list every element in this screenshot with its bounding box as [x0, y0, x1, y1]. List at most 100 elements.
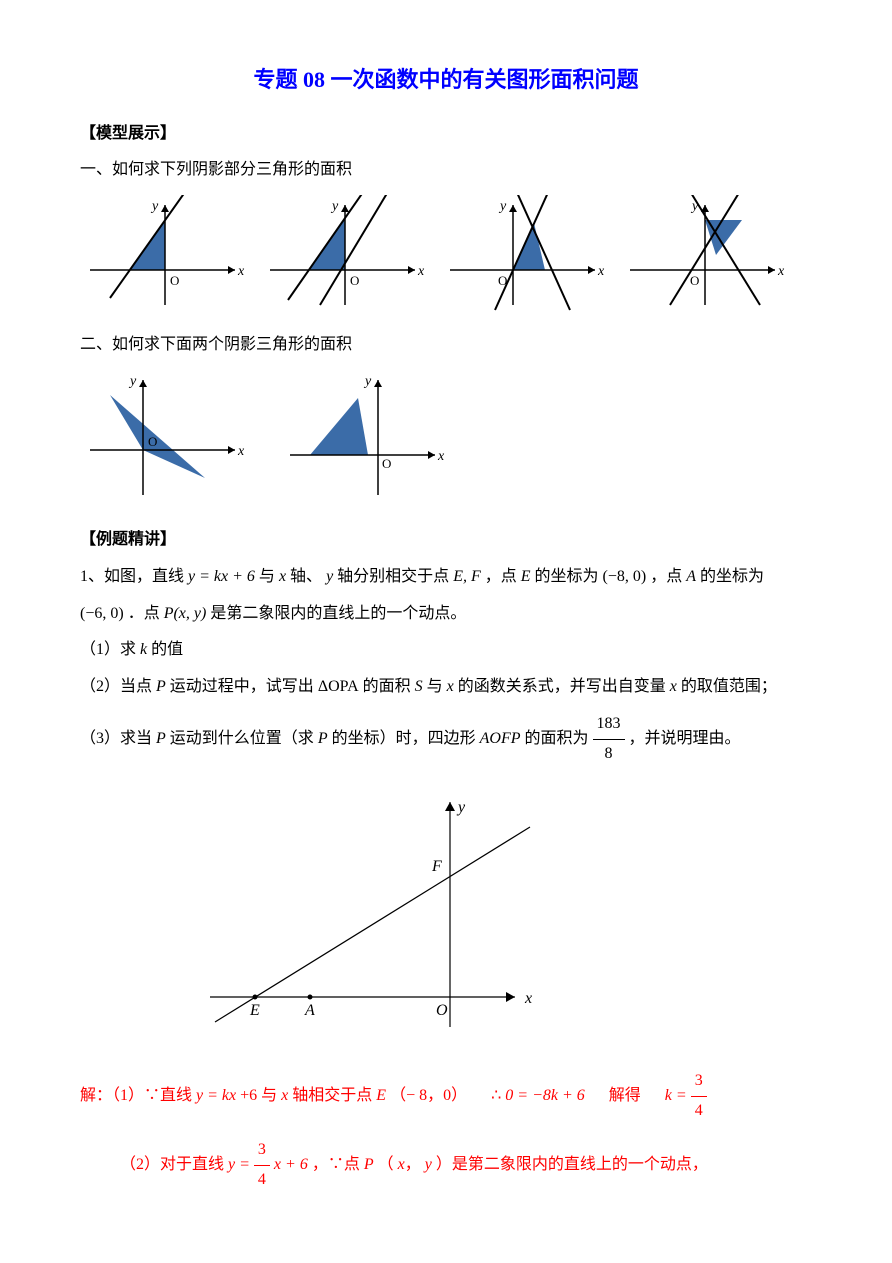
figure-5: O x y [80, 370, 250, 510]
y-axis-label: y [150, 199, 159, 214]
numerator: 3 [691, 1067, 707, 1097]
solution-line-1: 解：（1）∵直线 y = kx +6 与 x 轴相交于点 E （− 8，0） ∴… [80, 1067, 812, 1126]
x-axis-label: x [237, 444, 245, 459]
x-axis-label: x [437, 449, 445, 464]
problem-1-sub3: （3）求当 P 运动到什么位置（求 P 的坐标）时，四边形 AOFP 的面积为 … [80, 710, 812, 769]
var-P: P [156, 730, 166, 747]
text: ）是第二象限内的直线上的一个动点， [436, 1156, 708, 1173]
var-x: x [670, 678, 677, 695]
fraction-3-4: 3 4 [691, 1067, 707, 1126]
shaded-triangle [513, 223, 545, 270]
x-axis-label: x [597, 264, 605, 279]
shaded-triangle [110, 395, 205, 478]
problem-1-sub1: （1）求 k 的值 [80, 636, 812, 665]
equation: y = kx + 6 [188, 568, 255, 585]
coord: （− 8，0） [390, 1087, 467, 1104]
figure-row-1: O x y O x y O x y O x [80, 195, 812, 315]
numerator: 3 [254, 1136, 270, 1166]
var-x: x [281, 1087, 288, 1104]
main-figure: E A O x y F [200, 787, 540, 1037]
y-equals: y = [228, 1156, 250, 1173]
equation: y = kx [196, 1087, 236, 1104]
text: ．点 [128, 605, 160, 622]
x-axis-label: x [417, 264, 425, 279]
origin-label: O [148, 434, 157, 449]
text: +6 与 [240, 1087, 277, 1104]
text: 运动过程中，试写出 [170, 678, 314, 695]
text: 与 [427, 678, 443, 695]
x-axis-label: x [777, 264, 785, 279]
text: 的函数关系式，并写出自变量 [458, 678, 666, 695]
var-y: y [425, 1156, 432, 1173]
lparen: （ [378, 1156, 394, 1173]
var-P: P [364, 1156, 374, 1173]
y-axis-label: y [498, 199, 507, 214]
point-F-label: F [431, 858, 442, 875]
text: 的取值范围； [681, 678, 777, 695]
equation: 0 = −8k + 6 [505, 1087, 585, 1104]
y-var: y [326, 568, 333, 585]
denominator: 8 [593, 740, 625, 769]
point-E-label: E [249, 1002, 260, 1019]
origin-label: O [690, 273, 699, 288]
text: 的面积 [363, 678, 411, 695]
x-axis-label: x [524, 990, 532, 1007]
problem-1-sub2: （2）当点 P 运动过程中，试写出 ΔOPA 的面积 S 与 x 的函数关系式，… [80, 673, 812, 702]
numerator: 183 [593, 710, 625, 740]
point-A-label: A [304, 1002, 315, 1019]
text: （2）当点 [80, 678, 152, 695]
point-E: E [376, 1087, 386, 1104]
question-2: 二、如何求下面两个阴影三角形的面积 [80, 331, 812, 360]
origin-label: O [170, 273, 179, 288]
text: ，∵点 [312, 1156, 360, 1173]
y-axis-label: y [363, 374, 372, 389]
problem-1-statement: 1、如图，直线 y = kx + 6 与 x 轴、 y 轴分别相交于点 E, F… [80, 563, 812, 592]
therefore: ∴ [491, 1082, 501, 1111]
text: 的坐标为 [535, 568, 599, 585]
var-P: P [318, 730, 328, 747]
text: （1）求 [80, 641, 136, 658]
denominator: 4 [254, 1166, 270, 1195]
quad-AOFP: AOFP [480, 730, 521, 747]
triangle-OPA: ΔOPA [318, 678, 359, 695]
text: 是第二象限内的直线上的一个动点。 [210, 605, 466, 622]
text: 的坐标为 [700, 568, 764, 585]
origin-label: O [350, 273, 359, 288]
point-A: A [686, 568, 696, 585]
problem-1-statement-line2: (−6, 0) ．点 P(x, y) 是第二象限内的直线上的一个动点。 [80, 600, 812, 629]
x-axis-label: x [237, 264, 245, 279]
section-example-heading: 【例题精讲】 [80, 526, 812, 555]
origin-label: O [436, 1002, 448, 1019]
var-S: S [415, 678, 423, 695]
figure-4: O x y [620, 195, 790, 315]
text: 运动到什么位置（求 [170, 730, 314, 747]
origin-label: O [382, 456, 391, 471]
figure-row-2: O x y O x y [80, 370, 812, 510]
origin-label: O [498, 273, 507, 288]
k-equals: k = [665, 1082, 687, 1111]
text: 轴相交于点 [292, 1087, 372, 1104]
question-1: 一、如何求下列阴影部分三角形的面积 [80, 156, 812, 185]
fraction-183-8: 183 8 [593, 710, 625, 769]
section-model-heading: 【模型展示】 [80, 120, 812, 149]
figure-6: O x y [280, 370, 450, 510]
text: 解：（1）∵直线 [80, 1087, 192, 1104]
figure-2: O x y [260, 195, 430, 315]
text: 解得 [609, 1082, 641, 1111]
coord-E: (−8, 0) [603, 568, 647, 585]
shaded-triangle [310, 398, 368, 455]
text: 的面积为 [524, 730, 588, 747]
text: 1、如图，直线 [80, 568, 184, 585]
text: ，点 [650, 568, 682, 585]
text: 与 [259, 568, 275, 585]
x-var: x [279, 568, 286, 585]
page-title: 专题 08 一次函数中的有关图形面积问题 [80, 60, 812, 100]
x-plus-6: x + 6 [274, 1156, 308, 1173]
figure-1: O x y [80, 195, 250, 315]
var-k: k [140, 641, 147, 658]
solution-line-2: （2）对于直线 y = 3 4 x + 6 ，∵点 P （ x， y ）是第二象… [80, 1136, 812, 1195]
var-x: x [398, 1156, 405, 1173]
text: ，并说明理由。 [629, 730, 741, 747]
var-x: x [447, 678, 454, 695]
point-E: E [521, 568, 531, 585]
